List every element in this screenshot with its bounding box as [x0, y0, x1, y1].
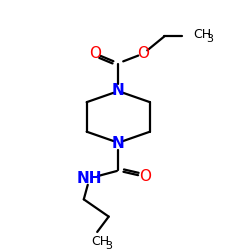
Text: N: N — [112, 82, 125, 98]
Text: 3: 3 — [105, 241, 112, 250]
Text: CH: CH — [193, 28, 211, 41]
Text: NH: NH — [77, 171, 102, 186]
Text: O: O — [139, 169, 151, 184]
Text: O: O — [137, 46, 149, 61]
Text: O: O — [89, 46, 101, 61]
Text: 3: 3 — [206, 34, 214, 44]
Text: CH: CH — [92, 235, 110, 248]
Text: N: N — [112, 136, 125, 151]
